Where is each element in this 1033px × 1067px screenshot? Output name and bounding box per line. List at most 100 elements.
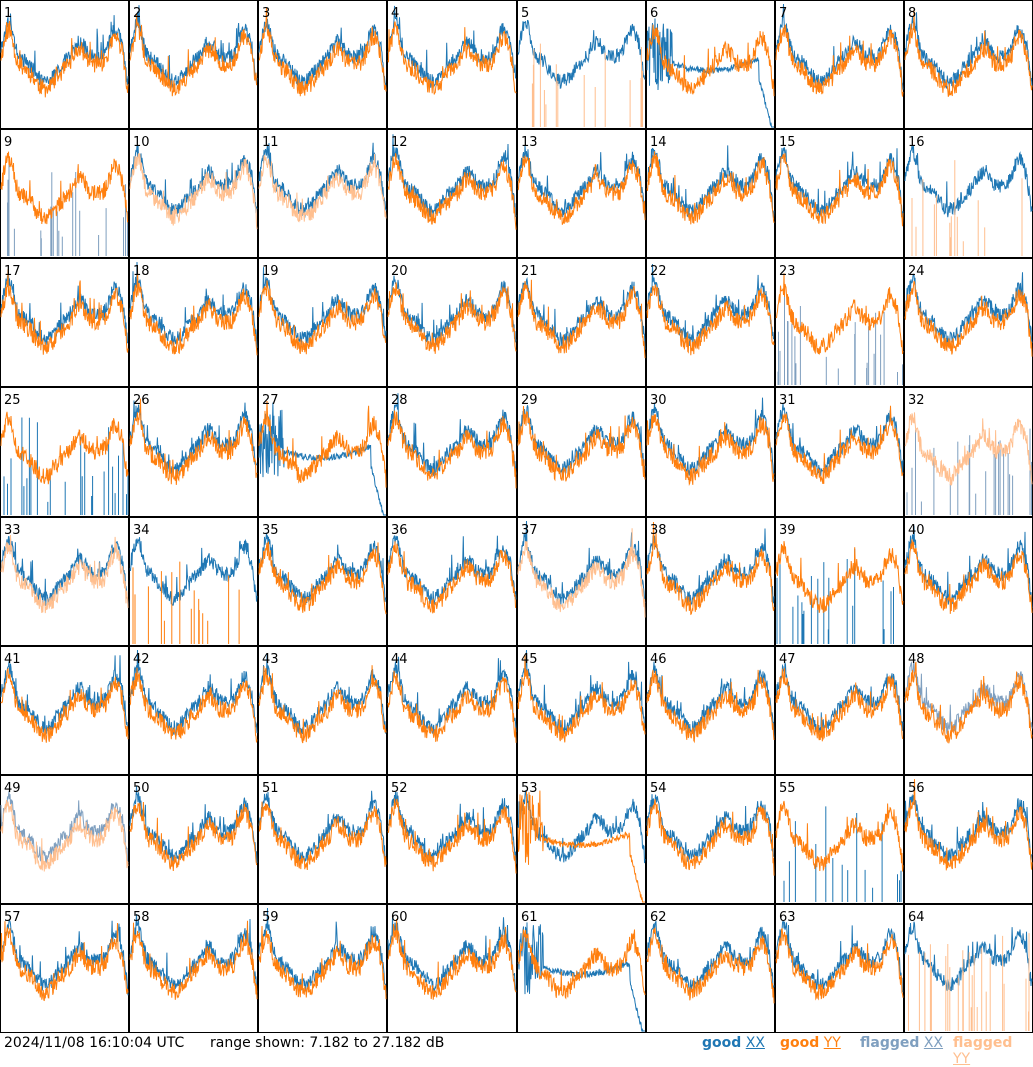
panel-51: 51	[258, 775, 387, 904]
panel-label: 14	[650, 135, 667, 150]
panel-30: 30	[646, 387, 775, 517]
panel-46: 46	[646, 646, 775, 775]
panel-label: 54	[650, 781, 667, 796]
series-xx-13	[517, 145, 646, 220]
series-xx-34	[129, 537, 258, 606]
series-yy-52	[387, 798, 517, 874]
series-yy-34	[132, 561, 240, 644]
series-xx-8	[904, 12, 1033, 90]
series-xx-48	[904, 661, 1033, 736]
panel-label: 19	[262, 264, 279, 279]
panel-27: 27	[258, 387, 387, 517]
panel-label: 38	[650, 523, 667, 538]
series-yy-24	[904, 280, 1033, 357]
panel-29: 29	[517, 387, 646, 517]
panel-38: 38	[646, 517, 775, 646]
series-yy-44	[387, 670, 517, 743]
series-yy-10	[129, 153, 258, 230]
series-yy-23	[775, 273, 904, 355]
series-xx-55	[783, 806, 902, 902]
panel-label: 61	[521, 910, 538, 925]
panel-14: 14	[646, 129, 775, 258]
panel-58: 58	[129, 904, 258, 1033]
series-yy-62	[646, 927, 775, 1004]
series-xx-1	[0, 13, 129, 86]
series-xx-36	[387, 535, 517, 606]
series-yy-50	[129, 801, 258, 872]
series-yy-35	[258, 541, 387, 615]
series-xx-33	[0, 535, 129, 606]
panel-label: 62	[650, 910, 667, 925]
series-xx-25	[3, 417, 129, 515]
series-yy-30	[646, 413, 775, 486]
panel-label: 39	[779, 523, 796, 538]
legend-flagged-yy-pol: YY	[953, 1051, 971, 1067]
series-yy-2	[129, 13, 258, 97]
panel-label: 45	[521, 652, 538, 667]
panel-label: 40	[908, 523, 925, 538]
series-xx-12	[387, 134, 517, 218]
series-xx-60	[387, 917, 517, 993]
legend-flagged-yy-label: flagged	[953, 1035, 1013, 1051]
legend-flagged-xx-pol: XX	[923, 1035, 944, 1051]
series-yy-53	[517, 790, 645, 903]
panel-label: 33	[4, 523, 21, 538]
panel-label: 47	[779, 652, 796, 667]
panel-label: 36	[391, 523, 408, 538]
series-yy-42	[129, 667, 258, 743]
panel-1: 1	[0, 0, 129, 129]
panel-8: 8	[904, 0, 1033, 129]
panel-20: 20	[387, 258, 517, 387]
series-yy-41	[0, 667, 129, 743]
panel-label: 21	[521, 264, 538, 279]
series-yy-12	[387, 153, 517, 230]
series-yy-17	[0, 269, 129, 355]
panel-label: 30	[650, 393, 667, 408]
series-yy-64	[908, 933, 1030, 1031]
series-yy-31	[775, 405, 904, 484]
panel-22: 22	[646, 258, 775, 387]
panel-42: 42	[129, 646, 258, 775]
series-yy-18	[129, 265, 258, 356]
panel-36: 36	[387, 517, 517, 646]
legend-good-yy-label: good	[780, 1035, 820, 1051]
legend-good-xx: good XX	[702, 1035, 765, 1051]
series-yy-26	[129, 398, 258, 485]
series-xx-14	[646, 145, 775, 218]
series-yy-40	[904, 539, 1033, 614]
panel-label: 4	[391, 6, 399, 21]
series-yy-11	[258, 153, 387, 223]
series-yy-19	[258, 280, 387, 355]
series-xx-7	[775, 3, 904, 90]
panel-label: 42	[133, 652, 150, 667]
panel-label: 46	[650, 652, 667, 667]
panel-label: 34	[133, 523, 150, 538]
panel-47: 47	[775, 646, 904, 775]
panel-64: 64	[904, 904, 1033, 1033]
panel-label: 13	[521, 135, 538, 150]
panel-52: 52	[387, 775, 517, 904]
panel-34: 34	[129, 517, 258, 646]
panel-label: 1	[4, 6, 12, 21]
series-yy-25	[0, 411, 129, 485]
panel-label: 37	[521, 523, 538, 538]
series-yy-39	[775, 541, 904, 613]
panel-54: 54	[646, 775, 775, 904]
series-yy-15	[775, 153, 904, 227]
panel-label: 28	[391, 393, 408, 408]
panel-41: 41	[0, 646, 129, 775]
legend-good-yy-pol: YY	[823, 1035, 841, 1051]
panel-label: 8	[908, 6, 916, 21]
range-shown: range shown: 7.182 to 27.182 dB	[210, 1035, 445, 1051]
series-yy-22	[646, 283, 775, 356]
panel-21: 21	[517, 258, 646, 387]
series-xx-49	[0, 791, 129, 864]
panel-frame	[904, 387, 1033, 517]
series-yy-51	[258, 801, 387, 871]
panel-60: 60	[387, 904, 517, 1033]
series-yy-37	[517, 528, 646, 618]
series-xx-52	[387, 791, 517, 864]
series-yy-49	[0, 799, 129, 872]
panel-39: 39	[775, 517, 904, 646]
panel-frame	[0, 775, 129, 904]
